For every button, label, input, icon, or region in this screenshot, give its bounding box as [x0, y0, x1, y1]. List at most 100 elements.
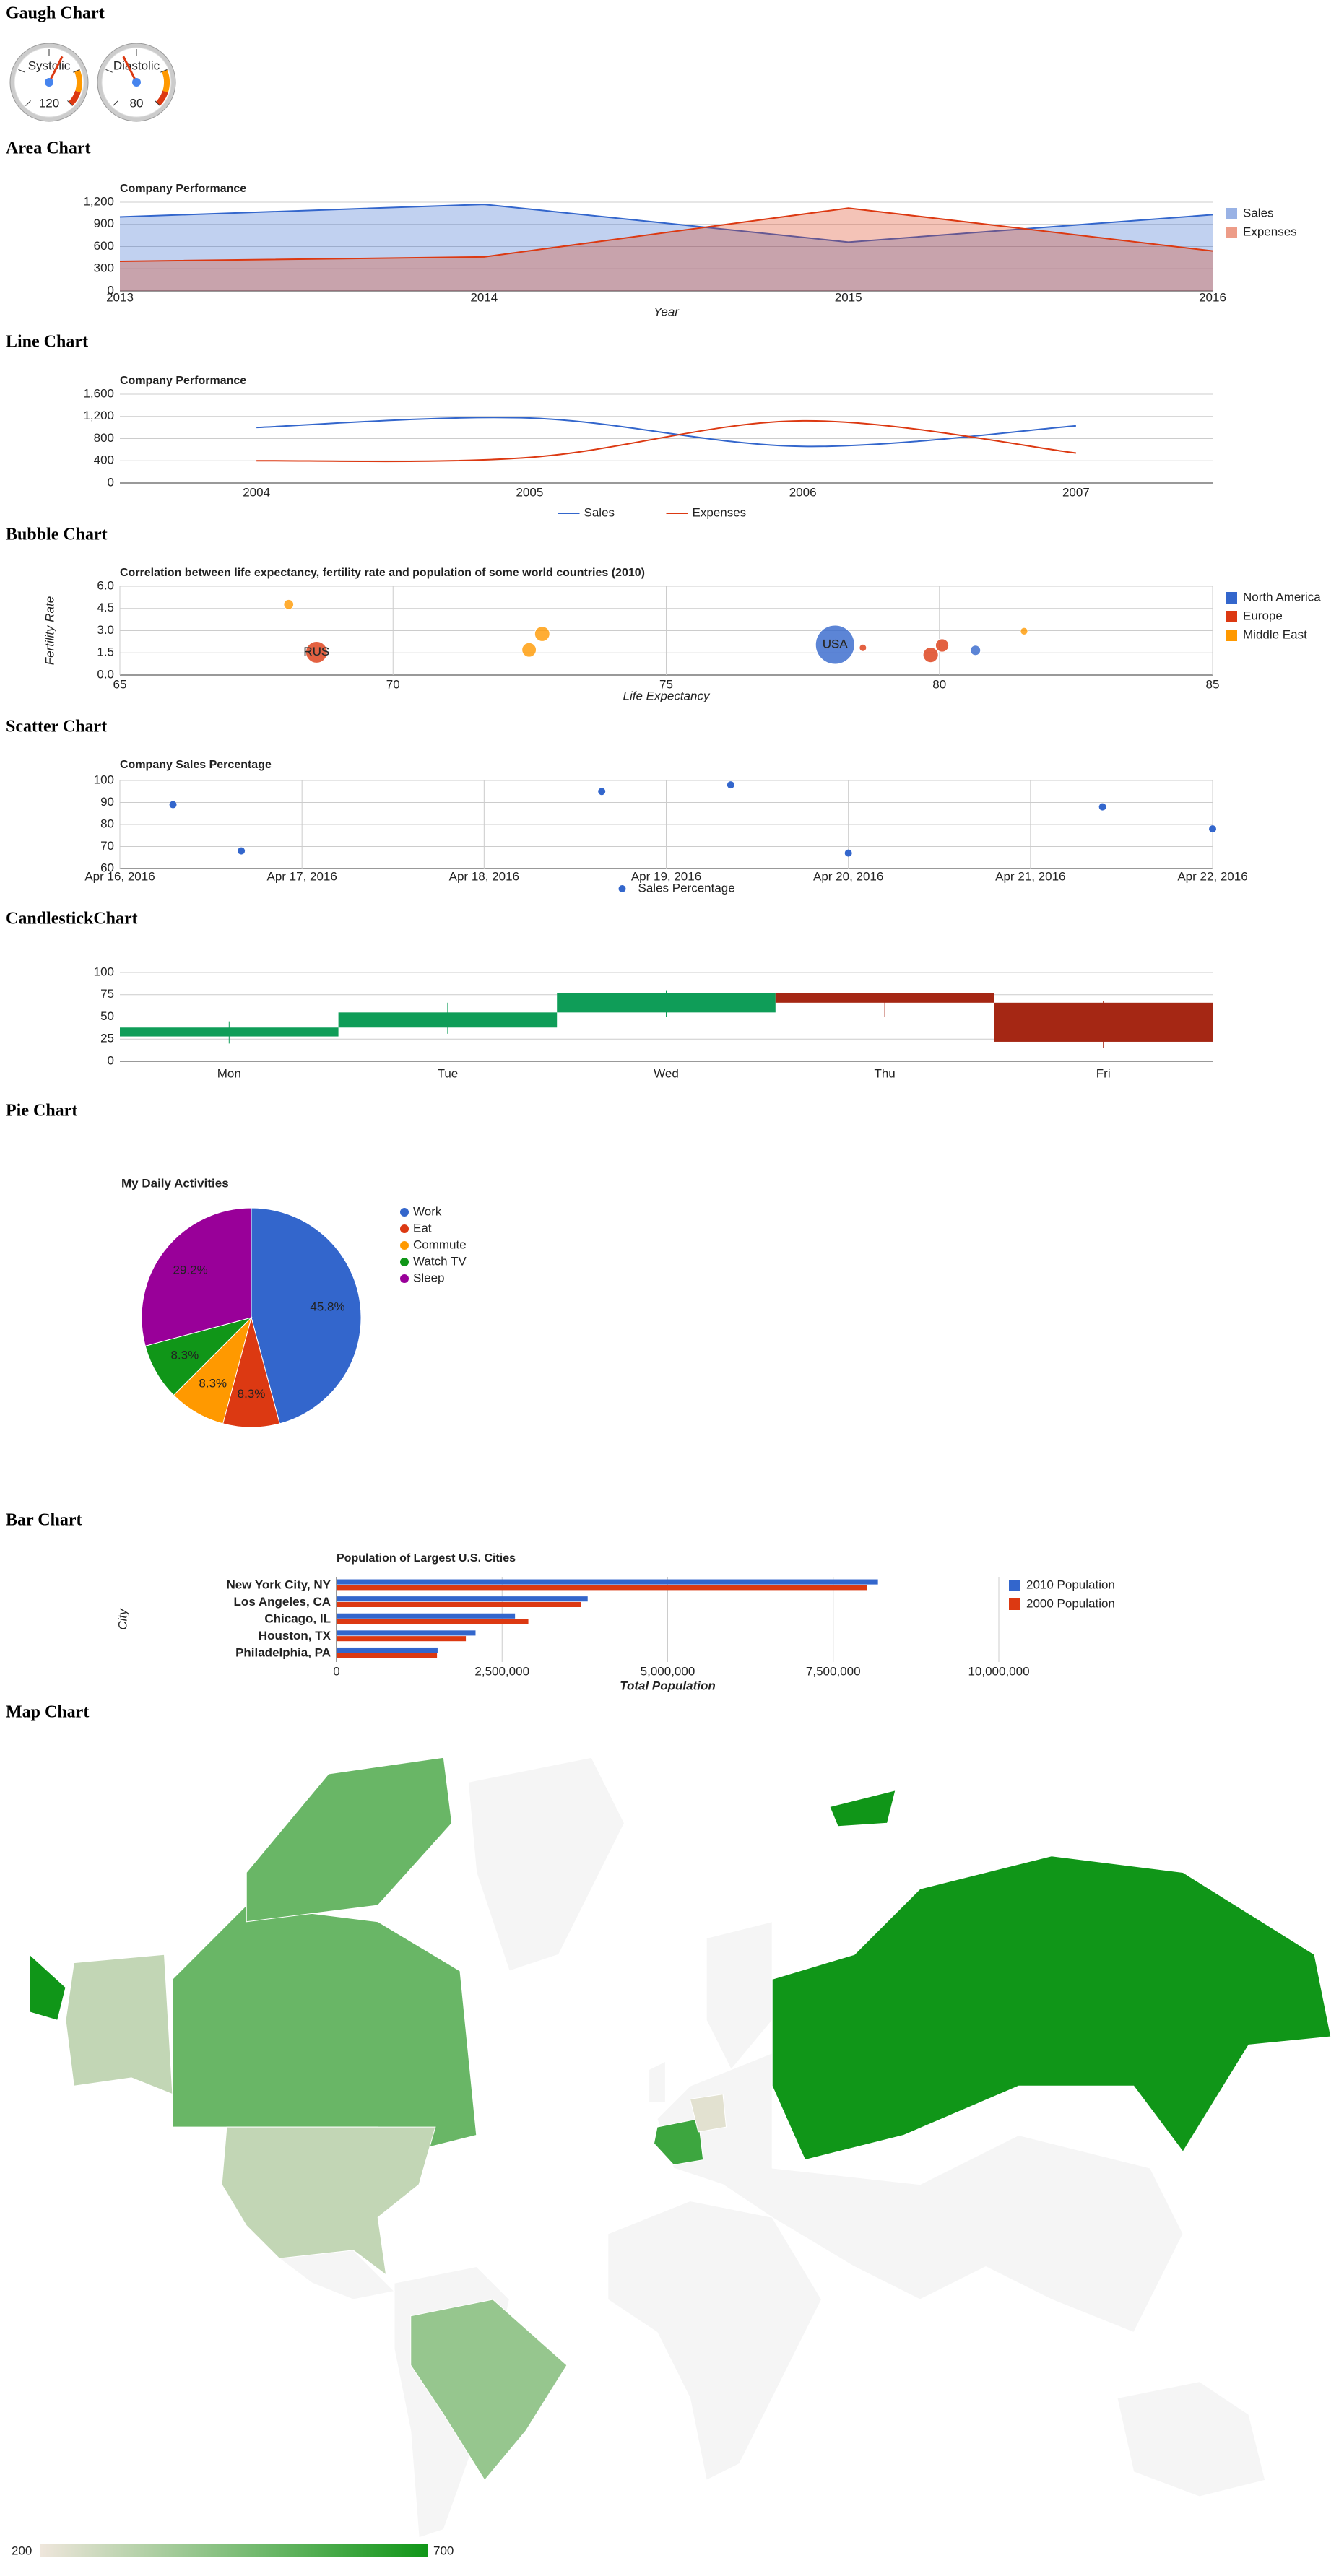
x-tick-label: 2015 [835, 290, 862, 304]
legend-label: Europe [1243, 609, 1283, 622]
x-tick-label: Apr 19, 2016 [631, 869, 701, 883]
legend-marker [400, 1224, 409, 1233]
gauge-hub [132, 78, 141, 87]
x-tick-label: Apr 20, 2016 [813, 869, 883, 883]
legend-label: Middle East [1243, 627, 1307, 641]
y-tick-label: 800 [94, 431, 114, 445]
y-tick-label: New York City, NY [226, 1578, 331, 1591]
section-heading: Line Chart [6, 333, 88, 352]
legend-marker [1226, 611, 1237, 622]
y-tick-label: 300 [94, 261, 114, 275]
y-tick-label: 90 [100, 795, 114, 809]
pie-slice [141, 1207, 252, 1346]
bar [337, 1585, 867, 1591]
candle-body [338, 1012, 558, 1028]
point [1098, 803, 1106, 811]
bubble [922, 647, 939, 663]
bubble [1020, 627, 1028, 635]
legend-label: Eat [413, 1221, 432, 1235]
slice-label: 45.8% [310, 1300, 344, 1314]
land [467, 1757, 625, 1972]
bubble [521, 642, 537, 658]
x-axis-title: Life Expectancy [623, 689, 711, 702]
area [120, 204, 1213, 291]
line [256, 417, 1076, 448]
slice-label: 29.2% [173, 1263, 207, 1277]
pie-slice [251, 1207, 362, 1424]
y-tick-label: 0 [108, 475, 114, 489]
section-heading: Bubble Chart [6, 526, 108, 544]
legend-marker [400, 1258, 409, 1266]
bubble-label: USA [823, 637, 849, 650]
y-tick-label: 75 [100, 987, 114, 1001]
bubble [815, 625, 855, 665]
legend-label: Expenses [1243, 225, 1297, 238]
legend-marker [1009, 1598, 1020, 1610]
x-tick-label: Thu [874, 1066, 895, 1080]
x-tick-label: 2004 [243, 485, 270, 499]
chart-title: Company Performance [120, 375, 246, 387]
x-tick-label: Wed [654, 1066, 679, 1080]
point [727, 781, 734, 789]
candle-body [775, 993, 994, 1003]
y-tick-label: 0 [108, 1053, 114, 1067]
y-tick-label: 100 [94, 773, 114, 786]
y-tick-label: Houston, TX [259, 1629, 331, 1642]
point [844, 849, 852, 857]
legend-marker [1226, 208, 1237, 219]
bubble [283, 599, 295, 610]
y-tick-label: 4.5 [97, 601, 114, 614]
x-tick-label: 5,000,000 [641, 1664, 695, 1678]
section-heading: Scatter Chart [6, 718, 107, 736]
y-axis-title: Fertility Rate [43, 596, 56, 665]
x-tick-label: 2,500,000 [474, 1664, 529, 1678]
y-tick-label: 600 [94, 239, 114, 253]
x-tick-label: Apr 18, 2016 [449, 869, 519, 883]
y-tick-label: 400 [94, 453, 114, 467]
legend-label: Sleep [413, 1271, 444, 1284]
legend-marker [1226, 227, 1237, 238]
x-tick-label: 70 [386, 677, 400, 691]
chart-title: Company Sales Percentage [120, 759, 272, 771]
y-tick-label: 3.0 [97, 623, 114, 637]
land [649, 2061, 666, 2103]
bubble [859, 643, 867, 652]
x-tick-label: Tue [438, 1066, 459, 1080]
bar [337, 1613, 516, 1619]
y-tick-label: Philadelphia, PA [235, 1646, 331, 1660]
section-heading: Gaugh Chart [6, 4, 105, 23]
gauge-band [74, 69, 82, 93]
y-tick-label: 25 [100, 1032, 114, 1045]
gauge-tick [67, 100, 73, 106]
y-tick-label: 900 [94, 217, 114, 230]
region [771, 1855, 1332, 2161]
x-tick-label: Fri [1096, 1066, 1111, 1080]
region [172, 1905, 477, 2152]
y-axis-title: City [116, 1608, 129, 1630]
gauge-tick [105, 69, 113, 73]
region [689, 2094, 727, 2133]
y-tick-label: 60 [100, 861, 114, 874]
slice-label: 8.3% [199, 1377, 227, 1391]
bar [337, 1601, 581, 1608]
y-tick-label: 80 [100, 817, 114, 830]
legend-label: 2010 Population [1026, 1578, 1115, 1591]
section-heading: Pie Chart [6, 1102, 77, 1121]
gauge-label: Systolic [28, 58, 71, 72]
x-tick-label: 85 [1206, 677, 1220, 691]
bar [337, 1636, 467, 1642]
y-tick-label: 1,200 [83, 194, 114, 208]
slice-label: 8.3% [170, 1349, 199, 1362]
candle-body [994, 1002, 1213, 1042]
section-heading: Bar Chart [6, 1511, 82, 1530]
gauge-tick [73, 69, 80, 73]
y-tick-label: 100 [94, 965, 114, 978]
y-tick-label: 70 [100, 839, 114, 853]
x-tick-label: Apr 21, 2016 [995, 869, 1065, 883]
legend-min: 200 [12, 2544, 32, 2557]
y-tick-label: 1.5 [97, 645, 114, 659]
x-tick-label: 2013 [106, 290, 134, 304]
gauge-label: Diastolic [113, 58, 160, 72]
region [829, 1790, 896, 1827]
region [653, 2118, 704, 2165]
